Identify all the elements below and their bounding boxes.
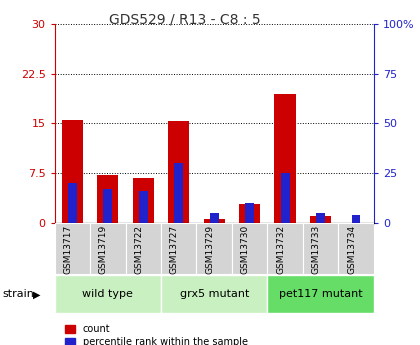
Bar (352, 215, 360, 223)
Bar (174, 163, 183, 223)
Bar (139, 191, 148, 223)
Text: ▶: ▶ (33, 289, 40, 299)
FancyBboxPatch shape (268, 275, 374, 313)
FancyBboxPatch shape (268, 223, 303, 274)
FancyBboxPatch shape (55, 223, 90, 274)
Text: strain: strain (2, 289, 34, 299)
Bar (133, 178, 154, 223)
FancyBboxPatch shape (90, 223, 126, 274)
Text: wild type: wild type (82, 289, 133, 299)
Text: GSM13722: GSM13722 (134, 225, 143, 274)
Text: GSM13732: GSM13732 (276, 225, 285, 274)
Text: grx5 mutant: grx5 mutant (179, 289, 249, 299)
Bar (103, 189, 112, 223)
FancyBboxPatch shape (126, 223, 161, 274)
Bar (316, 213, 325, 223)
Bar (245, 203, 254, 223)
FancyBboxPatch shape (303, 223, 339, 274)
Text: GSM13727: GSM13727 (170, 225, 179, 274)
Text: GSM13729: GSM13729 (205, 225, 214, 274)
FancyBboxPatch shape (55, 275, 161, 313)
Text: GSM13719: GSM13719 (99, 225, 108, 274)
Bar (97, 175, 118, 223)
Bar (239, 204, 260, 223)
Bar (275, 93, 296, 223)
FancyBboxPatch shape (339, 223, 374, 274)
Bar (168, 121, 189, 223)
Bar (204, 219, 225, 223)
FancyBboxPatch shape (197, 223, 232, 274)
Legend: count, percentile rank within the sample: count, percentile rank within the sample (61, 321, 252, 345)
Text: GDS529 / R13 - C8 : 5: GDS529 / R13 - C8 : 5 (109, 12, 261, 26)
Bar (310, 216, 331, 223)
Text: GSM13734: GSM13734 (347, 225, 356, 274)
Text: pet117 mutant: pet117 mutant (279, 289, 362, 299)
Text: GSM13730: GSM13730 (241, 225, 249, 274)
Bar (68, 183, 77, 223)
Bar (281, 173, 289, 223)
FancyBboxPatch shape (232, 223, 268, 274)
Bar (210, 213, 219, 223)
Text: GSM13733: GSM13733 (312, 225, 320, 274)
Text: GSM13717: GSM13717 (63, 225, 72, 274)
FancyBboxPatch shape (161, 275, 268, 313)
Bar (62, 120, 83, 223)
FancyBboxPatch shape (161, 223, 197, 274)
